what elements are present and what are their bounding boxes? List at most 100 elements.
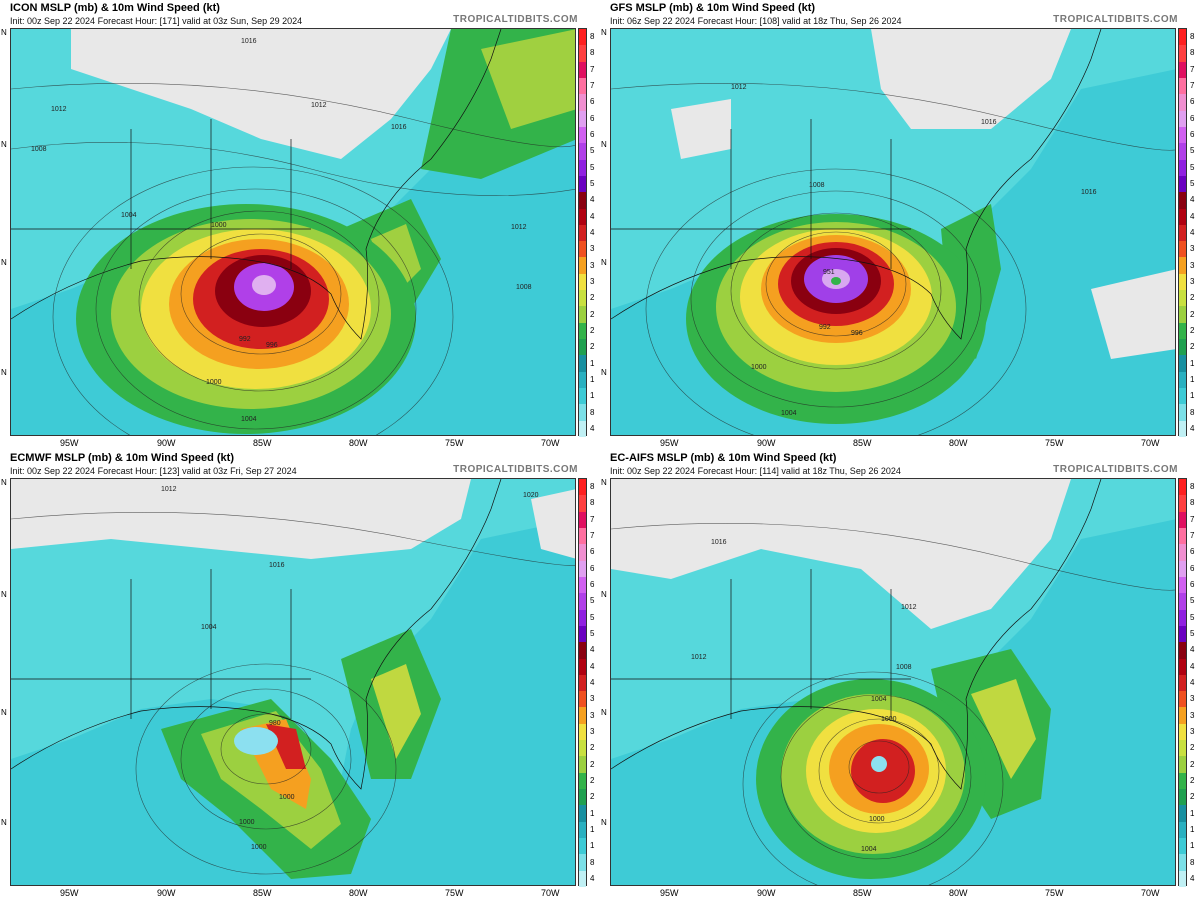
calm-region	[11, 479, 471, 559]
x-axis-tick: 70W	[1141, 888, 1160, 898]
colorbar-label: 8	[590, 498, 595, 508]
colorbar-segment	[1179, 495, 1186, 512]
svg-text:1008: 1008	[809, 182, 825, 189]
storm-core	[234, 727, 278, 755]
colorbar-segment	[579, 339, 586, 356]
colorbar-segment	[1179, 854, 1186, 871]
svg-text:1000: 1000	[279, 794, 295, 801]
colorbar-segment	[579, 707, 586, 724]
colorbar-label: 5	[1190, 596, 1195, 606]
colorbar-label: 3	[1190, 276, 1195, 286]
forecast-map[interactable]: 980 1012 1020 1016 1004 1000 1000 1000	[10, 478, 576, 886]
colorbar-segment	[1179, 756, 1186, 773]
x-axis-tick: 85W	[253, 888, 272, 898]
colorbar-segment	[579, 593, 586, 610]
colorbar-segment	[579, 290, 586, 307]
colorbar-label: 2	[1190, 325, 1195, 335]
svg-text:1000: 1000	[869, 816, 885, 823]
svg-text:1012: 1012	[161, 486, 177, 493]
colorbar-label: 8	[1190, 498, 1195, 508]
coastline	[11, 29, 502, 340]
x-axis-tick: 70W	[541, 888, 560, 898]
svg-text:1012: 1012	[511, 224, 527, 231]
colorbar-segment	[579, 479, 586, 496]
colorbar-label: 8	[590, 482, 595, 492]
colorbar-segment	[1179, 838, 1186, 855]
x-axis-tick: 90W	[157, 888, 176, 898]
svg-text:1004: 1004	[201, 624, 217, 631]
y-axis-tick: N	[1, 368, 7, 377]
x-axis-tick: 85W	[853, 438, 872, 448]
x-axis-tick: 95W	[660, 888, 679, 898]
forecast-map[interactable]: 1016 1012 1012 1008 1004 1000 1012 1008 …	[10, 28, 576, 436]
colorbar-segment	[1179, 821, 1186, 839]
colorbar-segment	[579, 322, 586, 340]
colorbar-segment	[1179, 707, 1186, 724]
colorbar-segment	[579, 208, 586, 225]
x-axis-tick: 70W	[541, 438, 560, 448]
colorbar-label: 5	[590, 146, 595, 156]
x-axis-tick: 80W	[949, 438, 968, 448]
colorbar-label: 6	[590, 563, 595, 573]
panel-icon: ICON MSLP (mb) & 10m Wind Speed (kt) Ini…	[0, 0, 600, 450]
colorbar-segment	[1179, 355, 1186, 372]
colorbar-segment	[579, 560, 586, 577]
colorbar-segment	[1179, 110, 1186, 127]
colorbar-label: 7	[1190, 64, 1195, 74]
colorbar-label: 3	[1190, 694, 1195, 704]
colorbar-segment	[579, 61, 586, 78]
forecast-map[interactable]: 1016 1012 1012 1008 1004 1000 1000 1004	[610, 478, 1176, 886]
colorbar-label: 2	[1190, 342, 1195, 352]
brand-watermark: TROPICALTIDBITS.COM	[1053, 464, 1178, 475]
colorbar-label: 6	[590, 580, 595, 590]
x-axis-tick: 75W	[1045, 888, 1064, 898]
colorbar-segment	[579, 77, 586, 95]
colorbar-label: 4	[590, 873, 595, 883]
svg-text:1012: 1012	[691, 654, 707, 661]
x-axis-tick: 75W	[1045, 438, 1064, 448]
colorbar-segment	[1179, 175, 1186, 193]
colorbar-label: 4	[1190, 873, 1195, 883]
center-pressure: 951	[823, 269, 835, 276]
colorbar-segment	[579, 789, 586, 806]
y-axis-tick: N	[601, 140, 607, 149]
colorbar-segment	[1179, 45, 1186, 62]
colorbar-segment	[579, 257, 586, 274]
colorbar-segment	[579, 224, 586, 242]
svg-text:996: 996	[851, 330, 863, 337]
colorbar-label: 8	[590, 48, 595, 58]
colorbar-segment	[579, 723, 586, 741]
y-axis-tick: N	[601, 818, 607, 827]
colorbar-segment	[1179, 192, 1186, 209]
svg-text:1004: 1004	[861, 846, 877, 853]
colorbar-segment	[579, 658, 586, 675]
storm-core	[871, 756, 887, 772]
colorbar-segment	[1179, 576, 1186, 594]
colorbar-label: 3	[1190, 260, 1195, 270]
colorbar-segment	[579, 772, 586, 790]
colorbar-label: 1	[1190, 391, 1195, 401]
colorbar-segment	[1179, 789, 1186, 806]
svg-text:1016: 1016	[269, 562, 285, 569]
colorbar-segment	[579, 420, 586, 437]
x-axis-tick: 90W	[157, 438, 176, 448]
colorbar-label: 4	[590, 211, 595, 221]
forecast-map[interactable]: 951 1012 1016 1008 992 996 1000 1004 101…	[610, 28, 1176, 436]
panel-title: GFS MSLP (mb) & 10m Wind Speed (kt)	[610, 2, 816, 14]
x-axis-tick: 95W	[660, 438, 679, 448]
colorbar-segment	[579, 740, 586, 757]
colorbar-label: 1	[590, 824, 595, 834]
calm-region	[611, 479, 1071, 629]
colorbar-segment	[1179, 740, 1186, 757]
colorbar-segment	[579, 854, 586, 871]
colorbar-segment	[1179, 805, 1186, 822]
isobars	[611, 522, 1175, 885]
svg-text:1008: 1008	[31, 146, 47, 153]
svg-text:1008: 1008	[516, 284, 532, 291]
svg-text:1016: 1016	[711, 539, 727, 546]
colorbar-label: 5	[1190, 629, 1195, 639]
colorbar-label: 3	[1190, 244, 1195, 254]
colorbar-label: 1	[1190, 824, 1195, 834]
colorbar-label: 3	[1190, 710, 1195, 720]
colorbar-segment	[579, 821, 586, 839]
